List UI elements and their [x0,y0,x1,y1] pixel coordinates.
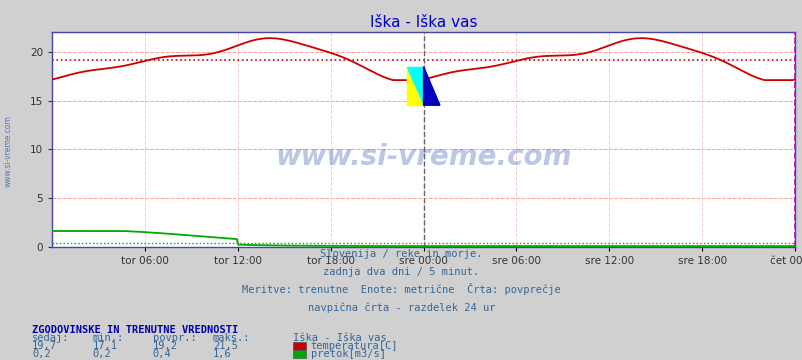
Polygon shape [423,67,439,105]
Text: zadnja dva dni / 5 minut.: zadnja dva dni / 5 minut. [323,267,479,278]
Text: 0,2: 0,2 [92,349,111,359]
Text: www.si-vreme.com: www.si-vreme.com [275,143,571,171]
Polygon shape [407,67,423,105]
Text: 0,4: 0,4 [152,349,171,359]
Text: 17,1: 17,1 [92,341,117,351]
Text: 1,6: 1,6 [213,349,231,359]
Title: Iška - Iška vas: Iška - Iška vas [370,15,476,30]
Text: povpr.:: povpr.: [152,333,196,343]
Text: min.:: min.: [92,333,124,343]
Text: navpična črta - razdelek 24 ur: navpična črta - razdelek 24 ur [307,303,495,314]
Text: www.si-vreme.com: www.si-vreme.com [3,115,13,187]
Text: Slovenija / reke in morje.: Slovenija / reke in morje. [320,249,482,260]
Text: 19,7: 19,7 [32,341,57,351]
Polygon shape [407,67,423,105]
Text: maks.:: maks.: [213,333,250,343]
Text: pretok[m3/s]: pretok[m3/s] [310,349,385,359]
Text: ZGODOVINSKE IN TRENUTNE VREDNOSTI: ZGODOVINSKE IN TRENUTNE VREDNOSTI [32,325,238,335]
Text: 0,2: 0,2 [32,349,51,359]
Text: 21,5: 21,5 [213,341,237,351]
Text: Meritve: trenutne  Enote: metrične  Črta: povprečje: Meritve: trenutne Enote: metrične Črta: … [242,283,560,296]
Text: sedaj:: sedaj: [32,333,70,343]
Text: temperatura[C]: temperatura[C] [310,341,398,351]
Text: Iška - Iška vas: Iška - Iška vas [293,333,387,343]
Text: 19,2: 19,2 [152,341,177,351]
